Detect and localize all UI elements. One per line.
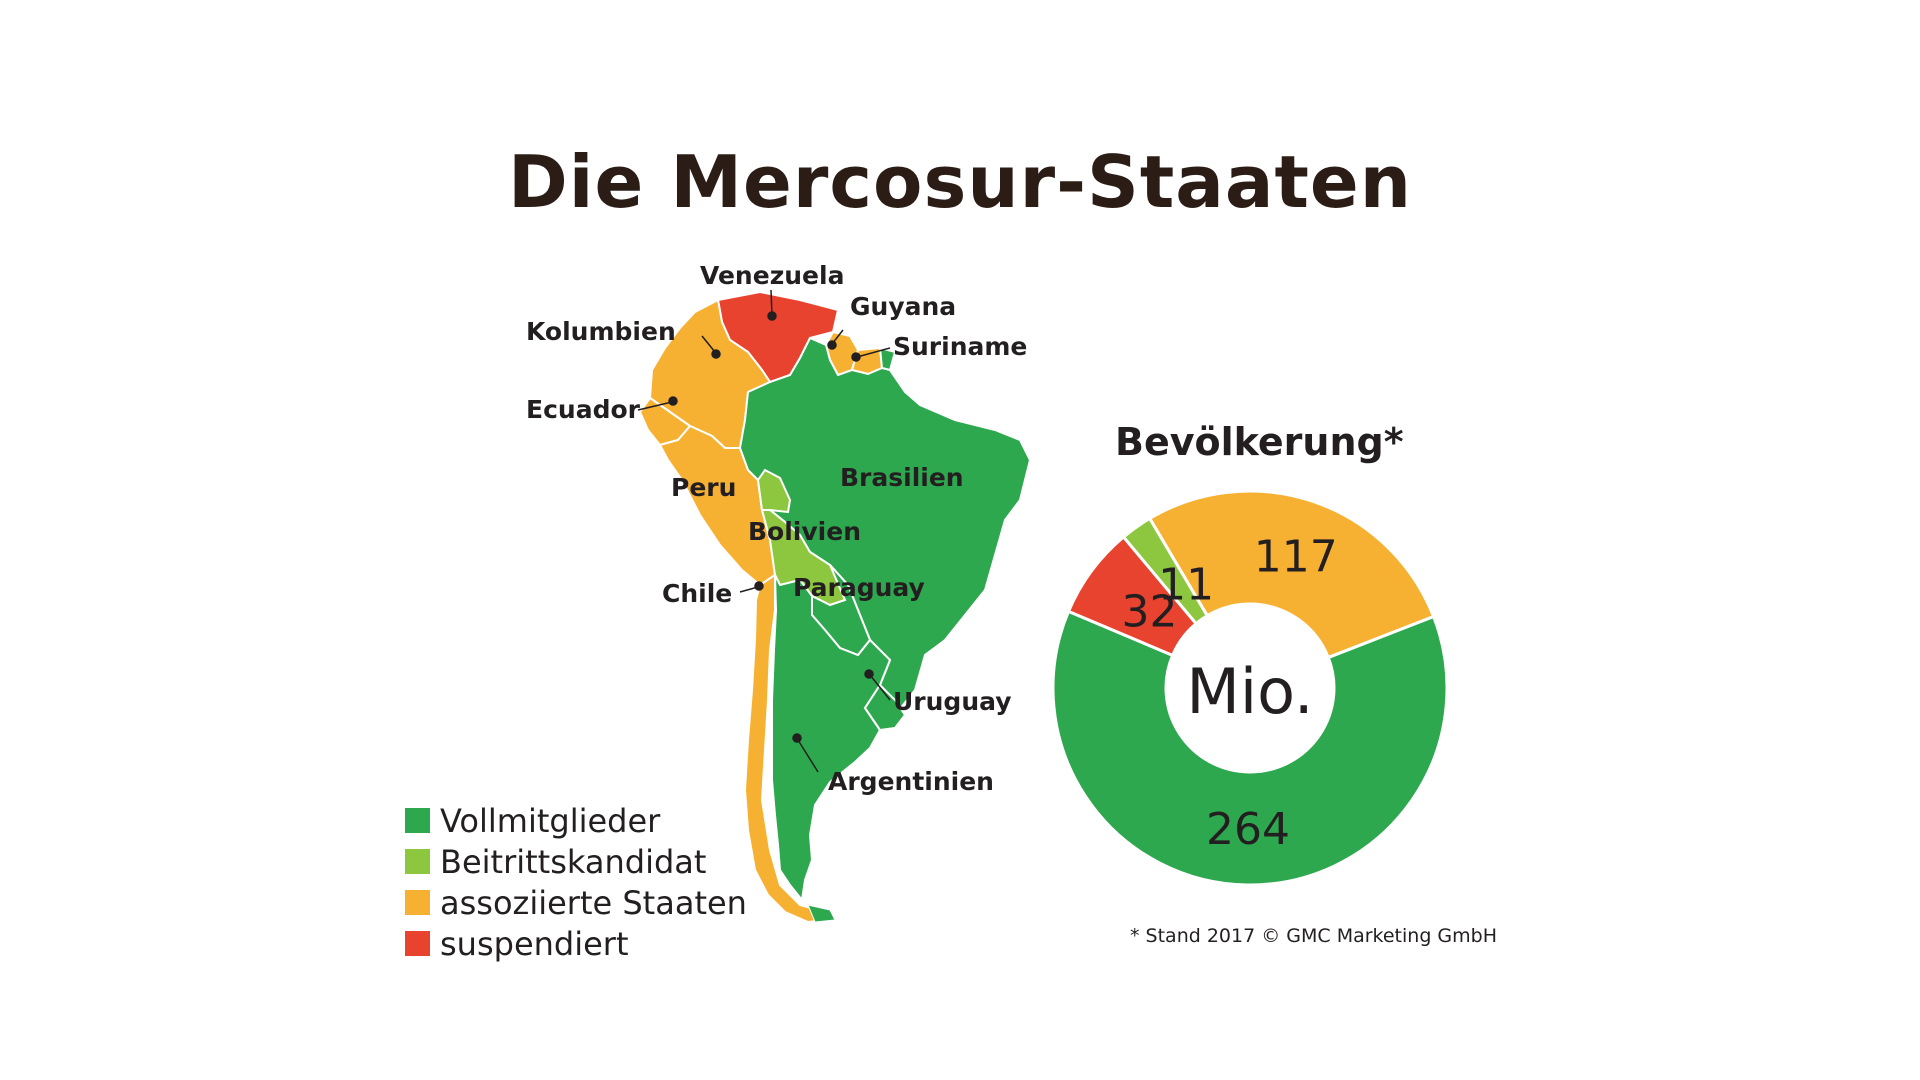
legend-label: assoziierte Staaten (440, 883, 747, 922)
legend: Vollmitglieder Beitrittskandidat assozii… (405, 800, 747, 964)
label-brasilien: Brasilien (840, 463, 964, 492)
legend-swatch (405, 808, 430, 833)
legend-item-vollmitglieder: Vollmitglieder (405, 800, 747, 841)
label-ecuador: Ecuador (526, 395, 641, 424)
legend-item-suspendiert: suspendiert (405, 923, 747, 964)
tierra-del-fuego (807, 904, 836, 923)
legend-label: Vollmitglieder (440, 801, 661, 840)
label-suriname: Suriname (893, 332, 1027, 361)
legend-swatch (405, 849, 430, 874)
country-uruguay (863, 683, 907, 732)
label-bolivien: Bolivien (748, 517, 861, 546)
leader-lines (637, 289, 891, 773)
legend-item-assoziiert: assoziierte Staaten (405, 882, 747, 923)
label-kolumbien: Kolumbien (526, 317, 676, 346)
label-paraguay: Paraguay (793, 573, 925, 602)
label-uruguay: Uruguay (893, 687, 1012, 716)
label-venezuela: Venezuela (700, 261, 844, 290)
label-guyana: Guyana (850, 292, 956, 321)
legend-swatch (405, 931, 430, 956)
legend-item-beitrittskandidat: Beitrittskandidat (405, 841, 747, 882)
label-peru: Peru (671, 473, 736, 502)
legend-label: Beitrittskandidat (440, 842, 707, 881)
footnote: * Stand 2017 © GMC Marketing GmbH (1130, 925, 1498, 947)
legend-label: suspendiert (440, 924, 629, 963)
page-title: Die Mercosur-Staaten (508, 140, 1412, 224)
chart-title: Bevölkerung* (1115, 420, 1404, 464)
country-argentinien (771, 574, 892, 903)
legend-swatch (405, 890, 430, 915)
label-chile: Chile (662, 579, 732, 608)
label-argentinien: Argentinien (828, 767, 994, 796)
